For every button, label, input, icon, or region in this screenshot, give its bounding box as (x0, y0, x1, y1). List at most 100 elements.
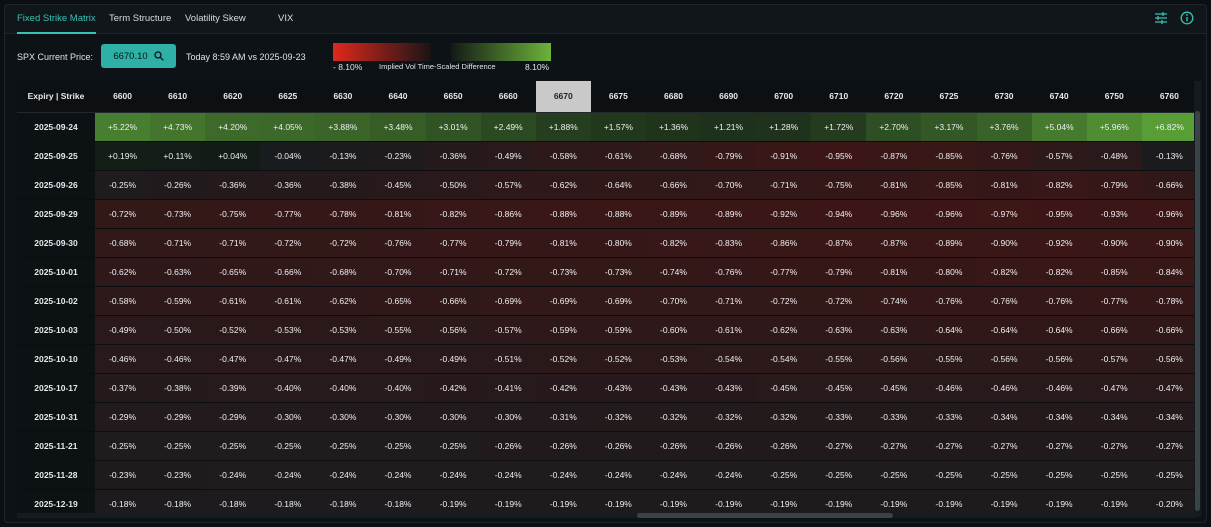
matrix-cell[interactable]: -0.24% (590, 460, 646, 490)
matrix-cell[interactable]: -0.68% (95, 228, 151, 258)
matrix-cell[interactable]: -0.62% (535, 170, 591, 200)
matrix-cell[interactable]: -0.55% (811, 344, 867, 374)
matrix-cell[interactable]: -0.87% (811, 228, 867, 258)
matrix-cell[interactable]: -0.52% (590, 344, 646, 374)
matrix-cell[interactable]: -0.50% (425, 170, 481, 200)
matrix-cell[interactable]: -0.72% (95, 199, 151, 229)
matrix-cell[interactable]: -0.25% (150, 431, 206, 461)
matrix-cell[interactable]: -0.56% (1031, 344, 1087, 374)
matrix-cell[interactable]: -0.95% (811, 141, 867, 171)
matrix-cell[interactable]: -0.90% (1141, 228, 1197, 258)
matrix-cell[interactable]: -0.24% (701, 460, 757, 490)
matrix-cell[interactable]: -0.87% (866, 228, 922, 258)
info-icon[interactable] (1180, 11, 1194, 25)
strike-header-6720[interactable]: 6720 (866, 81, 922, 113)
matrix-cell[interactable]: -0.49% (95, 315, 151, 345)
matrix-cell[interactable]: +1.88% (535, 112, 591, 142)
matrix-cell[interactable]: -0.54% (701, 344, 757, 374)
matrix-cell[interactable]: -0.76% (976, 286, 1032, 316)
matrix-cell[interactable]: -0.36% (425, 141, 481, 171)
matrix-cell[interactable]: -0.46% (150, 344, 206, 374)
matrix-cell[interactable]: -0.58% (95, 286, 151, 316)
matrix-cell[interactable]: -0.81% (370, 199, 426, 229)
matrix-cell[interactable]: -0.84% (1141, 257, 1197, 287)
strike-header-6630[interactable]: 6630 (315, 81, 371, 113)
matrix-cell[interactable]: -0.50% (150, 315, 206, 345)
matrix-cell[interactable]: -0.53% (645, 344, 702, 374)
matrix-cell[interactable]: -0.73% (150, 199, 206, 229)
matrix-cell[interactable]: -0.20% (1141, 489, 1197, 517)
matrix-cell[interactable]: -0.64% (976, 315, 1032, 345)
matrix-cell[interactable]: +5.96% (1086, 112, 1142, 142)
matrix-cell[interactable]: -0.04% (260, 141, 316, 171)
matrix-cell[interactable]: -0.48% (1086, 141, 1142, 171)
matrix-cell[interactable]: -0.62% (756, 315, 812, 345)
matrix-cell[interactable]: -0.37% (95, 373, 151, 403)
matrix-cell[interactable]: -0.66% (645, 170, 702, 200)
matrix-cell[interactable]: -0.90% (976, 228, 1032, 258)
matrix-cell[interactable]: +3.76% (976, 112, 1032, 142)
matrix-cell[interactable]: -0.43% (701, 373, 757, 403)
tab-term-structure[interactable]: Term Structure (109, 13, 172, 24)
strike-header-6670[interactable]: 6670 (535, 81, 591, 113)
matrix-cell[interactable]: -0.42% (535, 373, 591, 403)
matrix-cell[interactable]: -0.27% (976, 431, 1032, 461)
matrix-cell[interactable]: -0.82% (1031, 257, 1087, 287)
matrix-cell[interactable]: -0.31% (535, 402, 591, 432)
matrix-cell[interactable]: -0.25% (95, 170, 151, 200)
matrix-cell[interactable]: -0.19% (756, 489, 812, 517)
matrix-cell[interactable]: -0.56% (1141, 344, 1197, 374)
matrix-cell[interactable]: -0.25% (425, 431, 481, 461)
matrix-cell[interactable]: -0.34% (976, 402, 1032, 432)
matrix-cell[interactable]: +6.82% (1141, 112, 1197, 142)
matrix-cell[interactable]: -0.19% (1031, 489, 1087, 517)
matrix-cell[interactable]: -0.38% (315, 170, 371, 200)
matrix-cell[interactable]: -0.78% (315, 199, 371, 229)
matrix-cell[interactable]: -0.19% (1086, 489, 1142, 517)
matrix-cell[interactable]: -0.51% (480, 344, 536, 374)
matrix-cell[interactable]: -0.74% (645, 257, 702, 287)
matrix-cell[interactable]: -0.30% (260, 402, 316, 432)
matrix-cell[interactable]: -0.52% (205, 315, 261, 345)
matrix-cell[interactable]: -0.56% (976, 344, 1032, 374)
matrix-cell[interactable]: -0.58% (535, 141, 591, 171)
matrix-cell[interactable]: -0.91% (756, 141, 812, 171)
matrix-cell[interactable]: -0.32% (701, 402, 757, 432)
matrix-cell[interactable]: -0.71% (150, 228, 206, 258)
matrix-cell[interactable]: -0.30% (370, 402, 426, 432)
matrix-cell[interactable]: -0.63% (811, 315, 867, 345)
matrix-cell[interactable]: -0.86% (756, 228, 812, 258)
matrix-cell[interactable]: -0.43% (590, 373, 646, 403)
matrix-cell[interactable]: -0.57% (480, 315, 536, 345)
matrix-cell[interactable]: -0.43% (645, 373, 702, 403)
matrix-cell[interactable]: +1.36% (645, 112, 702, 142)
matrix-cell[interactable]: -0.40% (370, 373, 426, 403)
matrix-cell[interactable]: -0.29% (150, 402, 206, 432)
matrix-cell[interactable]: -0.23% (95, 460, 151, 490)
strike-header-6700[interactable]: 6700 (756, 81, 812, 113)
matrix-cell[interactable]: -0.49% (425, 344, 481, 374)
matrix-cell[interactable]: -0.33% (921, 402, 977, 432)
matrix-cell[interactable]: -0.76% (976, 141, 1032, 171)
matrix-cell[interactable]: -0.27% (1141, 431, 1197, 461)
matrix-cell[interactable]: -0.82% (425, 199, 481, 229)
matrix-cell[interactable]: -0.97% (976, 199, 1032, 229)
matrix-cell[interactable]: -0.77% (756, 257, 812, 287)
strike-header-6600[interactable]: 6600 (95, 81, 151, 113)
matrix-cell[interactable]: -0.24% (480, 460, 536, 490)
matrix-cell[interactable]: -0.27% (1031, 431, 1087, 461)
matrix-cell[interactable]: -0.72% (315, 228, 371, 258)
matrix-cell[interactable]: -0.47% (1141, 373, 1197, 403)
matrix-cell[interactable]: -0.47% (205, 344, 261, 374)
expiry-cell[interactable]: 2025-09-26 (17, 170, 95, 200)
matrix-cell[interactable]: +5.22% (95, 112, 151, 142)
matrix-cell[interactable]: -0.24% (535, 460, 591, 490)
matrix-cell[interactable]: -0.57% (1031, 141, 1087, 171)
matrix-cell[interactable]: -0.24% (370, 460, 426, 490)
matrix-cell[interactable]: -0.72% (756, 286, 812, 316)
matrix-cell[interactable]: -0.96% (1141, 199, 1197, 229)
matrix-cell[interactable]: -0.72% (811, 286, 867, 316)
matrix-cell[interactable]: -0.36% (260, 170, 316, 200)
matrix-cell[interactable]: -0.18% (370, 489, 426, 517)
matrix-cell[interactable]: -0.81% (535, 228, 591, 258)
